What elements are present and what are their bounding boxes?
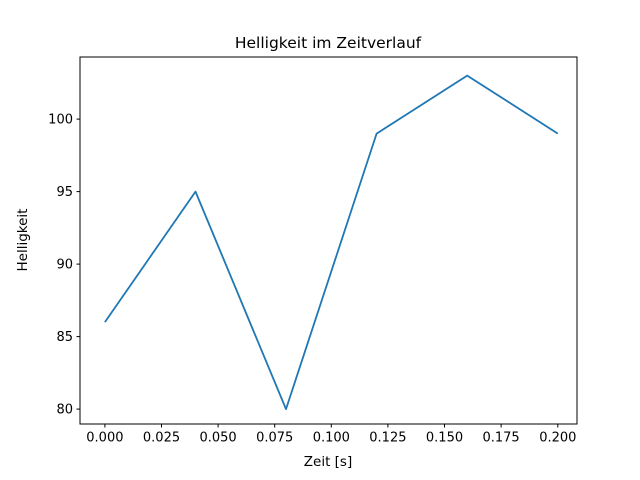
chart-title: Helligkeit im Zeitverlauf bbox=[235, 34, 422, 52]
y-tick-label: 100 bbox=[48, 113, 73, 128]
x-tick-label: 0.100 bbox=[313, 431, 350, 446]
x-tick-label: 0.125 bbox=[369, 431, 406, 446]
x-tick-label: 0.175 bbox=[482, 431, 519, 446]
data-line-helligkeit bbox=[104, 74, 559, 411]
x-tick-label: 0.200 bbox=[539, 431, 576, 446]
x-tick-label: 0.025 bbox=[143, 431, 180, 446]
y-tick-label: 95 bbox=[56, 185, 73, 200]
y-axis-label: Helligkeit bbox=[15, 209, 31, 272]
x-tick-label: 0.150 bbox=[426, 431, 463, 446]
y-axis-ticks: 80 85 90 95 100 bbox=[48, 113, 80, 418]
y-tick-label: 90 bbox=[56, 258, 73, 273]
x-tick-label: 0.000 bbox=[86, 431, 123, 446]
y-tick-label: 80 bbox=[56, 403, 73, 418]
x-tick-label: 0.075 bbox=[256, 431, 293, 446]
x-axis-ticks: 0.000 0.025 0.050 0.075 0.100 0.125 0.150 0.175… bbox=[86, 424, 576, 446]
axes-spines bbox=[79, 56, 578, 425]
plot-area bbox=[80, 57, 577, 424]
x-axis-label: Zeit [s] bbox=[304, 454, 352, 470]
y-tick-label: 85 bbox=[56, 330, 73, 345]
x-tick-label: 0.050 bbox=[199, 431, 236, 446]
